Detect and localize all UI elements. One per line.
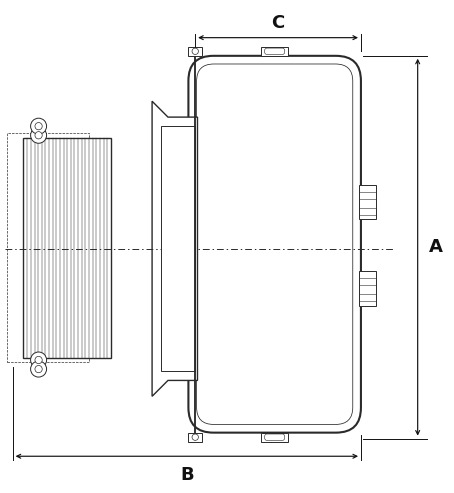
FancyBboxPatch shape	[188, 56, 361, 433]
Circle shape	[192, 48, 198, 54]
Text: C: C	[271, 14, 285, 32]
Bar	[261, 433, 288, 442]
Bar	[261, 47, 288, 56]
Circle shape	[35, 365, 42, 373]
Circle shape	[30, 118, 47, 134]
Bar	[7, 133, 89, 362]
Circle shape	[35, 356, 42, 364]
Circle shape	[30, 352, 47, 368]
Bar	[359, 185, 376, 219]
Text: A: A	[429, 238, 443, 256]
Circle shape	[35, 123, 42, 130]
FancyBboxPatch shape	[265, 434, 285, 440]
FancyBboxPatch shape	[197, 64, 353, 424]
Polygon shape	[152, 101, 197, 396]
Circle shape	[35, 132, 42, 139]
Bar	[359, 272, 376, 306]
Circle shape	[192, 434, 198, 440]
Circle shape	[30, 361, 47, 377]
Circle shape	[30, 127, 47, 143]
FancyBboxPatch shape	[265, 48, 285, 54]
Bar	[23, 138, 111, 358]
Bar	[188, 433, 202, 442]
Text: B: B	[180, 466, 194, 484]
Bar	[161, 126, 195, 371]
Bar	[188, 47, 202, 56]
